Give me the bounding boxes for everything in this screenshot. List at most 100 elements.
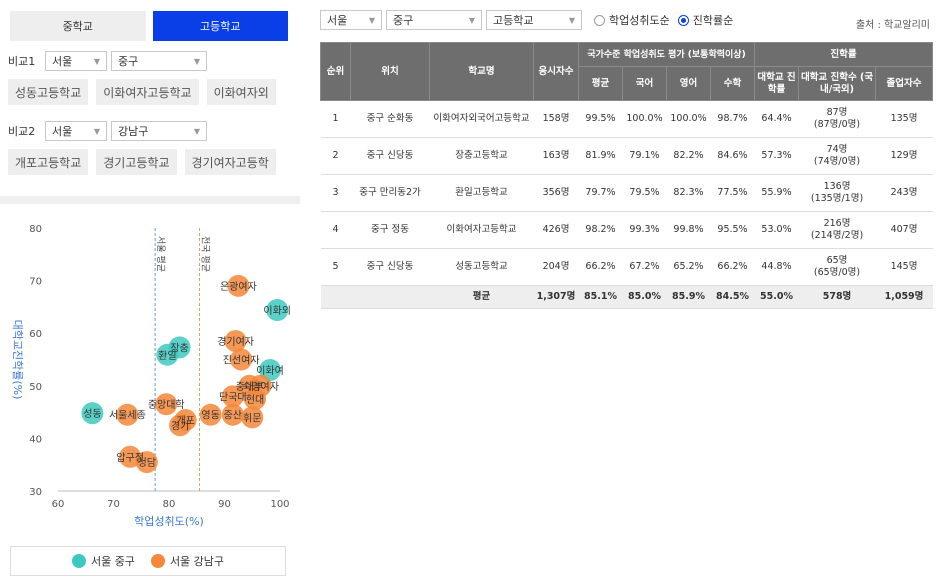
- school-chip[interactable]: 이화여자외: [206, 79, 276, 105]
- cell-korean: 99.3%: [622, 211, 667, 249]
- table-row[interactable]: 4 중구 정동 이화여자고등학교 426명 98.2% 99.3% 99.8% 95.5% 53…: [320, 211, 933, 249]
- avg-cell-empty: [320, 285, 351, 309]
- cell-location: 중구 만리동2가: [350, 174, 430, 212]
- scatter-chart-svg: 60 70 80 90 100 30 40 50 60 70 80 학업성취도(%) 대학교진학률(%)…: [11, 224, 291, 528]
- compare1-region-select[interactable]: 서울 ▼: [45, 51, 107, 71]
- compare2-row: 비교2 서울 ▼ 강남구 ▼: [8, 121, 211, 141]
- compare2-school-chips: 개포고등학교 경기고등학교 경기여자고등학: [8, 149, 288, 175]
- table-row[interactable]: 1 중구 순화동 이화여자외국어고등학교 158명 99.5% 100.0% 100.0% 9…: [320, 100, 933, 138]
- school-chip[interactable]: 이화여자고등학교: [96, 79, 199, 105]
- cell-korean: 79.1%: [622, 137, 667, 175]
- data-point-label: 영동: [201, 410, 219, 422]
- y-axis-label: 대학교진학률(%): [11, 320, 24, 400]
- cell-univ-rate: 53.0%: [754, 211, 799, 249]
- header-univ-rate: 대학교 진학률: [754, 66, 800, 101]
- x-tick-label: 80: [163, 499, 176, 510]
- data-point-label: 휘문: [243, 412, 261, 424]
- select-value: 강남구: [118, 125, 149, 138]
- cell-graduates: 135명: [875, 100, 933, 138]
- data-point: [199, 403, 222, 426]
- cell-univ-count: 65명 (65명/0명): [798, 248, 876, 286]
- cell-location: 중구 순화동: [350, 100, 430, 138]
- data-point-label: 장충: [170, 342, 188, 354]
- select-value: 서울: [52, 55, 73, 68]
- district-select[interactable]: 중구 ▼: [386, 10, 482, 30]
- table-row[interactable]: 3 중구 만리동2가 환일고등학교 356명 79.7% 79.5% 82.3% 77.5% 5…: [320, 174, 933, 212]
- source-text: 출처 : 학교알리미: [855, 20, 930, 31]
- cell-korean: 67.2%: [622, 248, 667, 286]
- cell-univ-count: 136명 (135명/1명): [798, 174, 876, 212]
- school-table: 순위 위치 학교명 응시자수 국가수준 학업성취도 평가 (보통학력이상) 진학…: [320, 42, 934, 309]
- cell-univ-count: 87명 (87명/0명): [798, 100, 876, 138]
- header-examinees: 응시자수: [533, 42, 579, 101]
- cell-school: 성동고등학교: [429, 248, 534, 286]
- data-point: [135, 451, 158, 474]
- cell-location: 중구 정동: [350, 211, 430, 249]
- compare2-district-select[interactable]: 강남구 ▼: [111, 121, 207, 141]
- header-univ-count: 대학교 진학수 (국내/국외): [798, 66, 877, 101]
- data-point-label: 압구정: [116, 451, 144, 464]
- data-point: [224, 330, 247, 353]
- legend-item-jung[interactable]: 서울 중구: [71, 553, 135, 569]
- legend-dot: [71, 554, 86, 568]
- school-chip[interactable]: 개포고등학교: [8, 149, 89, 175]
- school-chip[interactable]: 성동고등학교: [8, 79, 89, 105]
- school-chip[interactable]: 경기여자고등학: [184, 149, 276, 175]
- data-point-label: 성동: [83, 408, 101, 420]
- tab-high-school[interactable]: 고등학교: [152, 11, 288, 41]
- univ-count-total: 87명: [826, 107, 848, 118]
- tab-middle-school[interactable]: 중학교: [10, 11, 146, 41]
- region-select[interactable]: 서울 ▼: [320, 10, 382, 30]
- cell-location: 중구 신당동: [350, 137, 430, 175]
- cell-univ-count: 216명 (214명/2명): [798, 211, 876, 249]
- sort-by-advancement-radio[interactable]: 진학률순: [677, 12, 733, 28]
- y-tick-label: 60: [29, 329, 42, 340]
- compare1-district-select[interactable]: 중구 ▼: [111, 51, 207, 71]
- table-row[interactable]: 5 중구 신당동 성동고등학교 204명 66.2% 67.2% 65.2% 66.2% 44.…: [320, 248, 933, 286]
- cell-examinees: 356명: [533, 174, 579, 212]
- cell-english: 99.8%: [666, 211, 711, 249]
- select-value: 서울: [327, 14, 348, 27]
- legend-label: 서울 강남구: [169, 555, 225, 568]
- data-point: [230, 348, 253, 371]
- school-chip[interactable]: 경기고등학교: [96, 149, 177, 175]
- section-divider: [0, 196, 300, 204]
- radio-circle: [594, 14, 605, 26]
- x-tick-label: 100: [270, 499, 289, 510]
- cell-rank: 1: [320, 100, 351, 138]
- compare1-row: 비교1 서울 ▼ 중구 ▼: [8, 51, 211, 71]
- data-point: [227, 274, 250, 297]
- cell-examinees: 158명: [533, 100, 579, 138]
- cell-graduates: 129명: [875, 137, 933, 175]
- avg-cell-graduates: 1,059명: [875, 285, 933, 309]
- header-math: 수학: [709, 66, 756, 101]
- cell-avg: 99.5%: [578, 100, 623, 138]
- sort-by-achievement-radio[interactable]: 학업성취도순: [594, 12, 670, 28]
- avg-cell-english: 85.9%: [666, 285, 711, 309]
- x-tick-label: 70: [107, 499, 120, 510]
- data-point: [116, 403, 139, 426]
- header-korean: 국어: [622, 66, 667, 101]
- data-point-label: 경기: [171, 419, 189, 432]
- cell-english: 100.0%: [666, 100, 711, 138]
- y-tick-label: 70: [29, 277, 42, 288]
- univ-count-split: (214명/2명): [810, 230, 864, 241]
- data-point: [241, 406, 264, 429]
- cell-univ-rate: 57.3%: [754, 137, 799, 175]
- legend-item-gangnam[interactable]: 서울 강남구: [150, 553, 225, 569]
- compare2-region-select[interactable]: 서울 ▼: [45, 121, 107, 141]
- avg-cell-math: 84.5%: [710, 285, 755, 309]
- avg-cell-avg: 85.1%: [578, 285, 623, 309]
- data-point: [244, 387, 267, 410]
- level-select[interactable]: 고등학교 ▼: [486, 10, 582, 30]
- chevron-down-icon: ▼: [193, 126, 200, 136]
- table-row[interactable]: 2 중구 신당동 장충고등학교 163명 81.9% 79.1% 82.2% 84.6% 57.…: [320, 137, 933, 175]
- chevron-down-icon: ▼: [193, 56, 200, 66]
- data-point: [169, 414, 192, 437]
- data-point-label: 경기여자: [217, 335, 254, 348]
- univ-count-split: (135명/1명): [810, 193, 864, 204]
- cell-korean: 100.0%: [622, 100, 667, 138]
- data-point-label: 은광여자: [220, 281, 257, 293]
- y-tick-label: 40: [29, 434, 42, 445]
- data-point-label: 현대: [246, 394, 264, 406]
